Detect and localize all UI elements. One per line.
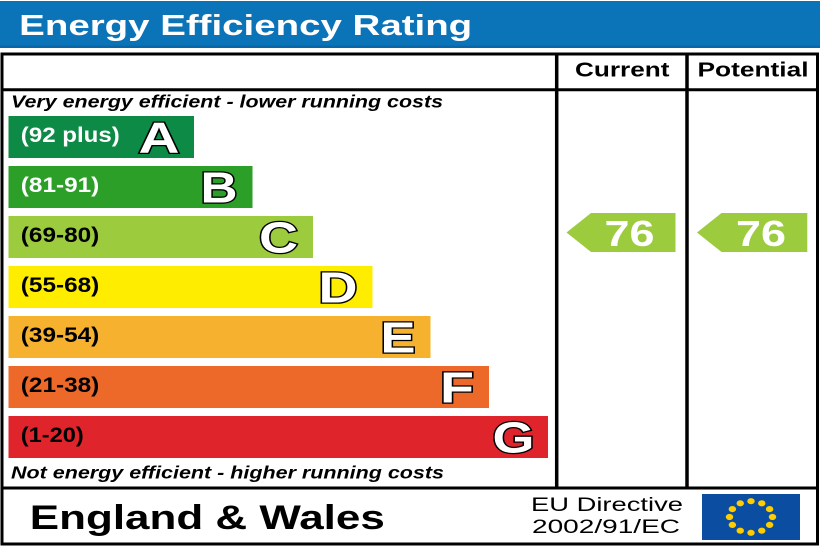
svg-text:G: G: [493, 414, 535, 463]
svg-text:(21-38): (21-38): [21, 374, 100, 397]
svg-text:A: A: [139, 114, 180, 163]
svg-text:Current: Current: [575, 59, 670, 81]
svg-text:F: F: [440, 364, 474, 413]
svg-text:(69-80): (69-80): [21, 224, 100, 247]
svg-text:2002/91/EC: 2002/91/EC: [532, 517, 680, 538]
svg-text:(1-20): (1-20): [21, 424, 84, 447]
svg-text:(55-68): (55-68): [21, 274, 100, 297]
svg-text:Energy Efficiency Rating: Energy Efficiency Rating: [19, 10, 472, 42]
svg-text:Not energy efficient - higher: Not energy efficient - higher running co…: [11, 462, 444, 482]
svg-text:EU Directive: EU Directive: [531, 495, 683, 516]
svg-text:B: B: [201, 164, 238, 213]
svg-text:(92 plus): (92 plus): [21, 124, 120, 147]
svg-text:76: 76: [605, 213, 655, 254]
svg-text:D: D: [319, 264, 358, 313]
svg-text:C: C: [259, 214, 298, 263]
svg-text:Potential: Potential: [698, 59, 809, 81]
svg-text:76: 76: [736, 213, 786, 254]
svg-text:E: E: [381, 314, 416, 363]
svg-text:(39-54): (39-54): [21, 324, 100, 347]
svg-text:England & Wales: England & Wales: [30, 499, 385, 537]
svg-text:(81-91): (81-91): [21, 174, 100, 197]
svg-text:Very energy efficient - lower: Very energy efficient - lower running co…: [11, 92, 443, 112]
